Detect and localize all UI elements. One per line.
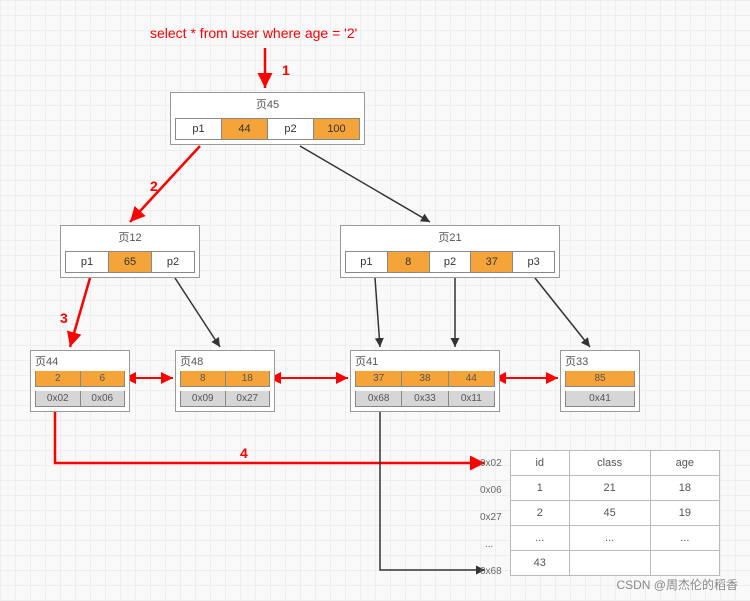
key-cell: 85: [566, 371, 634, 386]
step-3: 3: [60, 310, 68, 326]
page-title: 页44: [31, 351, 129, 371]
key-cell: 44: [449, 371, 494, 386]
addr-cell: 0x11: [449, 391, 494, 406]
ptr-cell: p2: [268, 119, 314, 139]
watermark: CSDN @周杰伦的稻香: [616, 576, 738, 593]
key-cell: 2: [36, 371, 81, 386]
ptr-cell: p2: [430, 252, 472, 272]
addr-cell: 0x68: [356, 391, 402, 406]
step-4: 4: [240, 445, 248, 461]
addr-label: 0x27: [480, 512, 502, 523]
table-cell: ...: [511, 526, 570, 551]
ptr-cell: p1: [66, 252, 109, 272]
col-header: age: [650, 451, 719, 476]
page-title: 页45: [171, 93, 364, 114]
key-cell: 100: [314, 119, 359, 139]
addr-cell: 0x09: [181, 391, 226, 406]
page-title: 页48: [176, 351, 274, 371]
ptr-cell: p1: [176, 119, 222, 139]
table-cell: 1: [511, 476, 570, 501]
step-2: 2: [150, 178, 158, 194]
table-cell: [650, 551, 719, 576]
table-cell: 45: [569, 501, 650, 526]
key-cell: 8: [388, 252, 430, 272]
page-title: 页12: [61, 226, 199, 247]
result-table: id class age 1 21 18 2 45 19 ... ... ...…: [510, 450, 720, 576]
page-41: 页41 37 38 44 0x68 0x33 0x11: [350, 350, 500, 412]
table-cell: ...: [569, 526, 650, 551]
key-cell: 37: [471, 252, 513, 272]
page-title: 页41: [351, 351, 499, 371]
addr-label: 0x68: [480, 566, 502, 577]
addr-cell: 0x33: [402, 391, 448, 406]
table-cell: 18: [650, 476, 719, 501]
addr-cell: 0x02: [36, 391, 81, 406]
sql-query: select * from user where age = '2': [150, 25, 357, 41]
table-cell: [569, 551, 650, 576]
page-title: 页33: [561, 351, 639, 371]
table-cell: ...: [650, 526, 719, 551]
key-cell: 8: [181, 371, 226, 386]
addr-label: 0x02: [480, 458, 502, 469]
addr-cell: 0x41: [566, 391, 634, 406]
key-cell: 37: [356, 371, 402, 386]
page-48: 页48 8 18 0x09 0x27: [175, 350, 275, 412]
key-cell: 18: [226, 371, 270, 386]
col-header: id: [511, 451, 570, 476]
page-21: 页21 p1 8 p2 37 p3: [340, 225, 560, 278]
addr-cell: 0x27: [226, 391, 270, 406]
addr-label: ...: [485, 539, 493, 550]
ptr-cell: p3: [513, 252, 554, 272]
table-cell: 21: [569, 476, 650, 501]
addr-cell: 0x06: [81, 391, 125, 406]
page-33: 页33 85 0x41: [560, 350, 640, 412]
ptr-cell: p1: [346, 252, 388, 272]
ptr-cell: p2: [152, 252, 194, 272]
page-title: 页21: [341, 226, 559, 247]
page-45: 页45 p1 44 p2 100: [170, 92, 365, 145]
key-cell: 44: [222, 119, 268, 139]
key-cell: 6: [81, 371, 125, 386]
table-cell: 19: [650, 501, 719, 526]
table-cell: 43: [511, 551, 570, 576]
page-44: 页44 2 6 0x02 0x06: [30, 350, 130, 412]
page-12: 页12 p1 65 p2: [60, 225, 200, 278]
addr-label: 0x06: [480, 485, 502, 496]
step-1: 1: [282, 62, 290, 78]
key-cell: 38: [402, 371, 448, 386]
col-header: class: [569, 451, 650, 476]
table-cell: 2: [511, 501, 570, 526]
key-cell: 65: [109, 252, 152, 272]
